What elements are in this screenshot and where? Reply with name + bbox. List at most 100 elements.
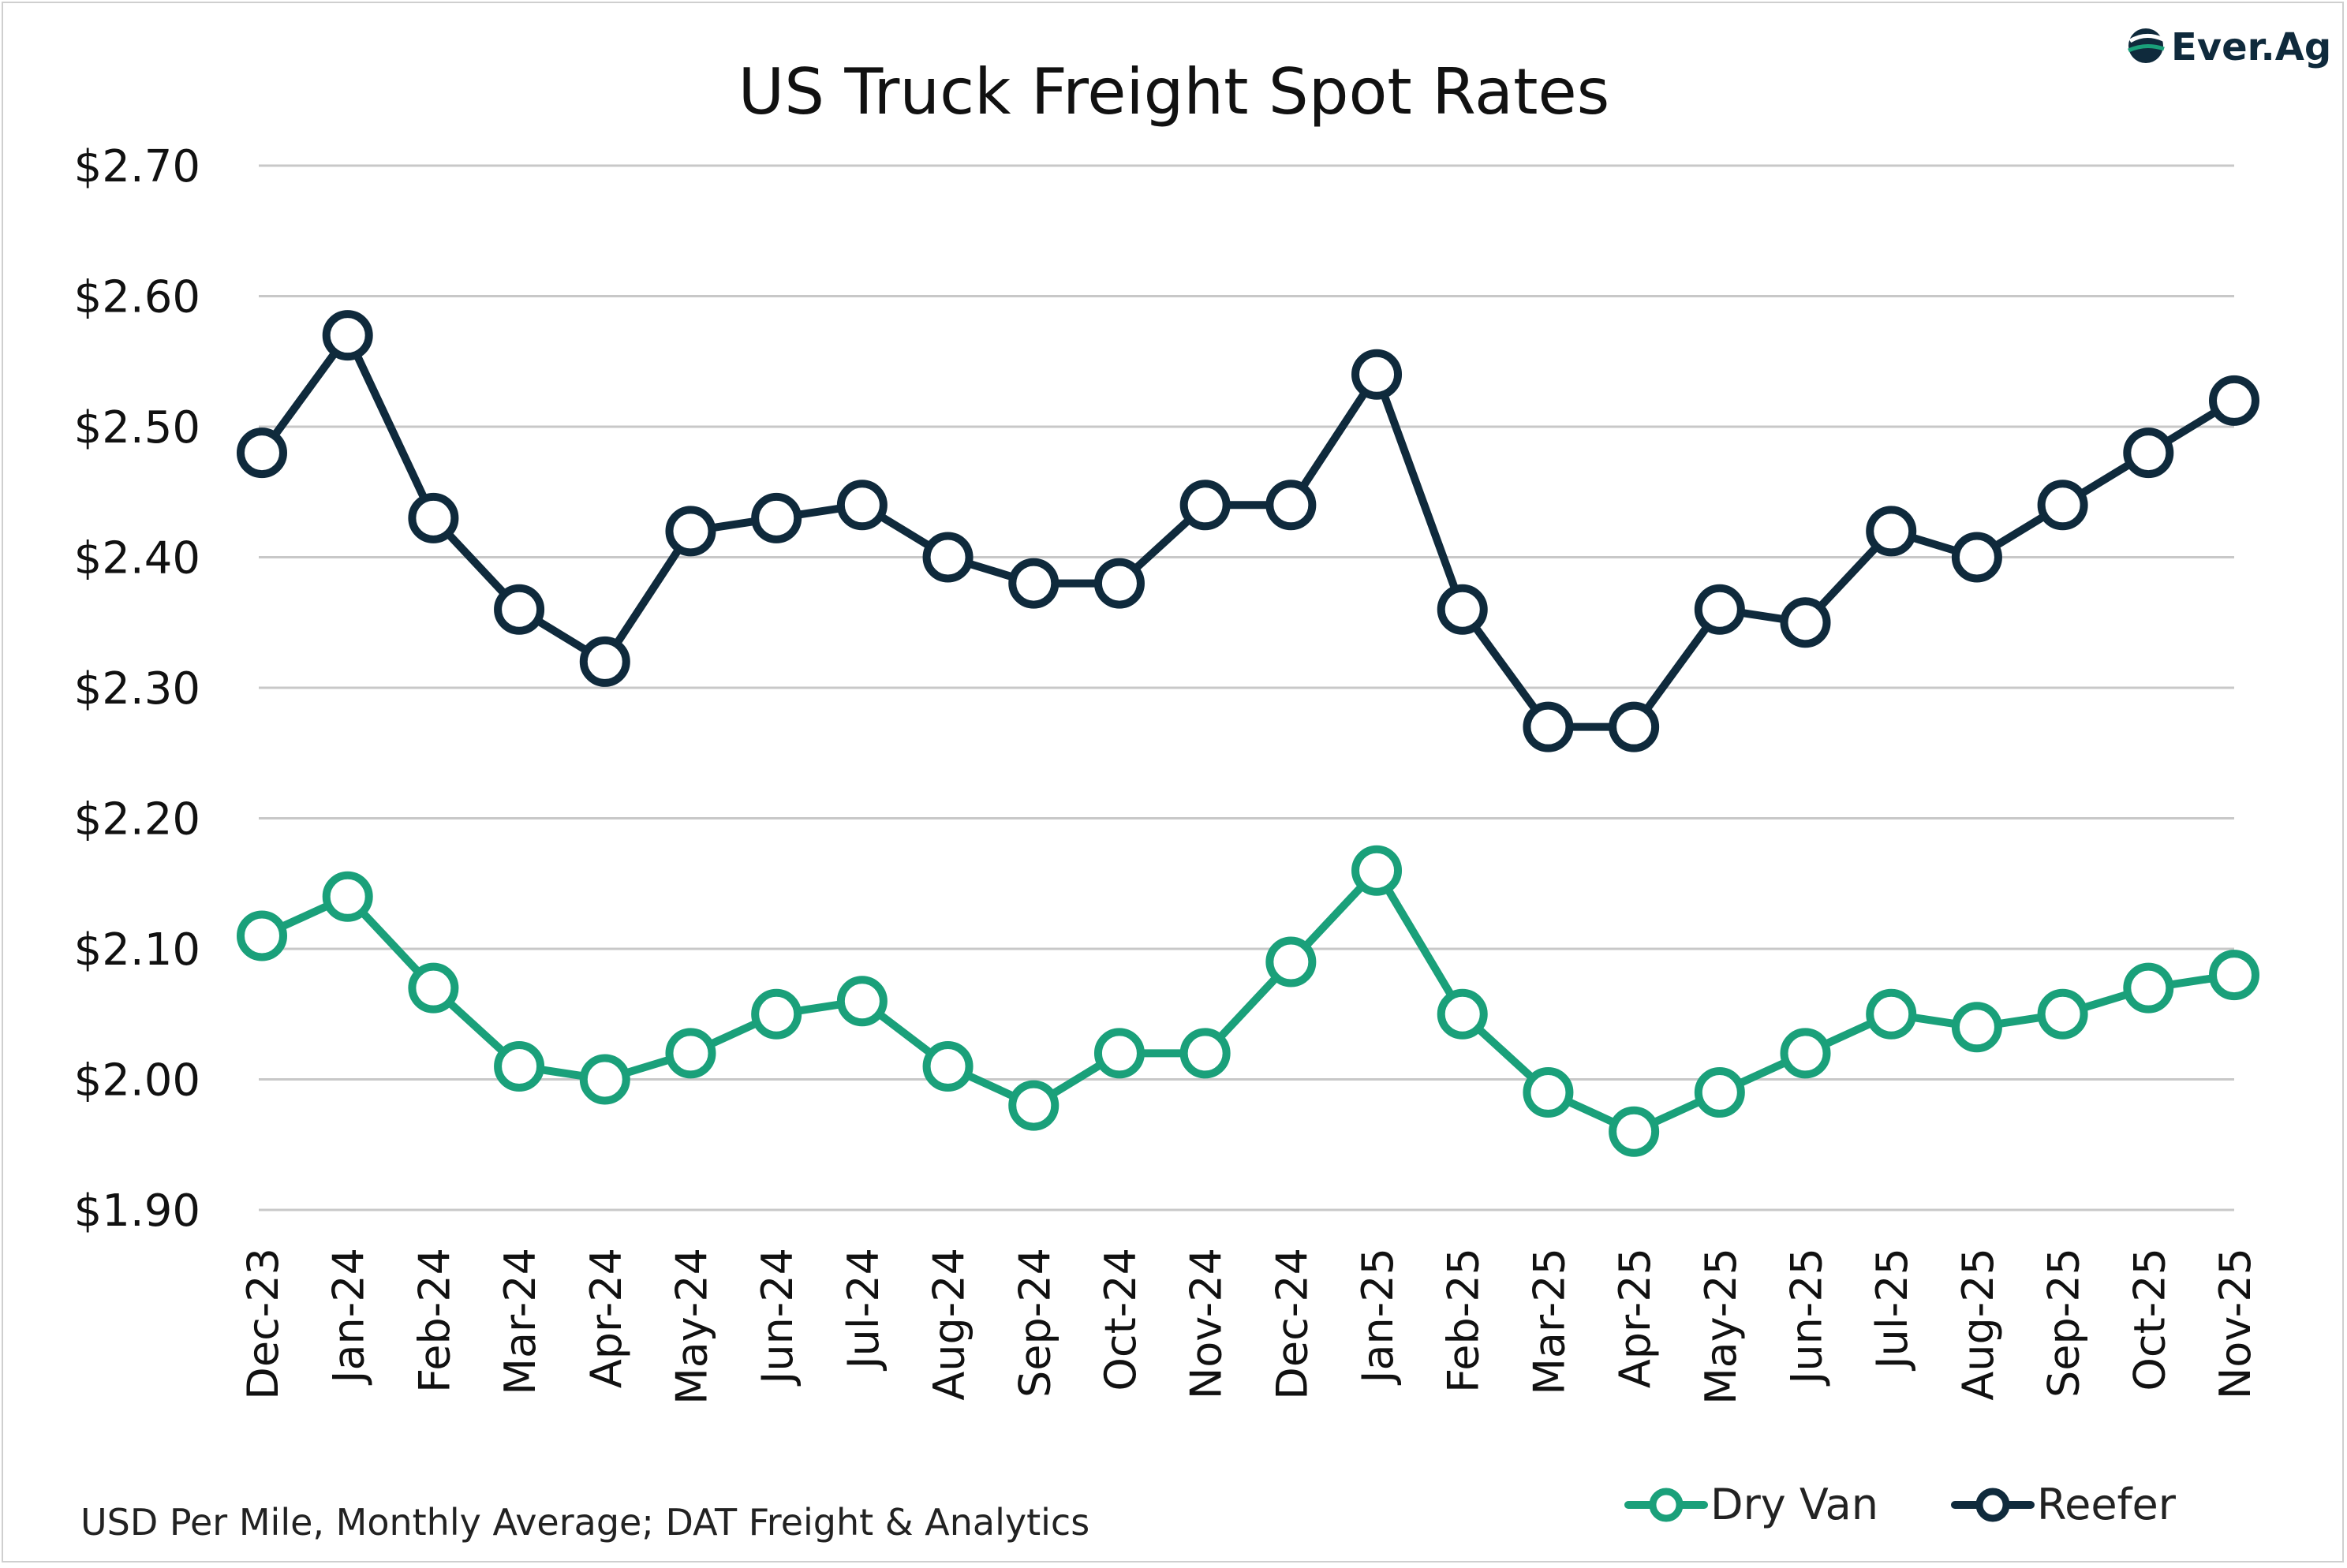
data-point-dry-van xyxy=(579,1054,630,1105)
data-point-reefer xyxy=(1951,532,2002,583)
series-reefer xyxy=(237,310,2259,752)
data-point-reefer xyxy=(1093,558,1145,609)
data-point-reefer xyxy=(922,532,974,583)
data-point-reefer xyxy=(1265,480,1317,531)
data-point-dry-van xyxy=(1351,845,1403,896)
data-point-reefer xyxy=(1008,558,1060,609)
data-point-reefer xyxy=(237,427,287,479)
x-tick-label: Jun-25 xyxy=(1782,1248,1832,1387)
x-tick-label: Nov-24 xyxy=(1182,1248,1231,1399)
data-point-reefer xyxy=(494,584,545,635)
x-tick-label: Oct-25 xyxy=(2125,1248,2174,1391)
x-tick-label: Dec-24 xyxy=(1267,1248,1317,1400)
x-tick-label: Dec-23 xyxy=(238,1248,288,1400)
data-point-reefer xyxy=(1609,701,1660,752)
data-point-dry-van xyxy=(1179,1028,1231,1079)
x-tick-label: May-24 xyxy=(667,1248,716,1405)
y-tick-label: $2.50 xyxy=(74,402,200,454)
legend-item-dry-van: Dry Van xyxy=(1624,1480,1878,1529)
data-point-reefer xyxy=(408,492,459,543)
data-point-reefer xyxy=(1437,584,1488,635)
data-point-dry-van xyxy=(1265,936,1317,987)
data-point-reefer xyxy=(1351,349,1403,400)
y-axis-ticks: $1.90 $2.00 $2.10 $2.20 $2.30 $2.40 $2.50 $2.60… xyxy=(74,141,200,1237)
x-tick-label: Apr-25 xyxy=(1610,1248,1660,1388)
series-line-reefer xyxy=(258,331,2238,731)
data-point-dry-van xyxy=(237,910,287,961)
y-tick-label: $2.10 xyxy=(74,924,200,976)
x-tick-label: Jul-24 xyxy=(839,1248,888,1371)
data-point-dry-van xyxy=(751,988,802,1040)
x-tick-label: Feb-24 xyxy=(409,1248,459,1393)
data-point-reefer xyxy=(1523,701,1574,752)
gridlines xyxy=(259,164,2234,1211)
y-tick-label: $2.60 xyxy=(74,272,200,323)
data-point-dry-van xyxy=(1008,1080,1060,1131)
data-point-dry-van xyxy=(2123,962,2174,1014)
data-point-reefer xyxy=(2123,427,2174,479)
x-tick-label: Sep-25 xyxy=(2039,1248,2089,1398)
data-point-dry-van xyxy=(494,1040,545,1092)
legend: Dry Van Reefer xyxy=(1624,1480,2177,1529)
y-tick-label: $2.00 xyxy=(74,1055,200,1107)
x-tick-label: Jan-25 xyxy=(1353,1248,1403,1385)
legend-label: Reefer xyxy=(2037,1480,2177,1529)
x-tick-label: Feb-25 xyxy=(1439,1248,1489,1393)
x-tick-label: Mar-25 xyxy=(1524,1248,1574,1395)
data-point-reefer xyxy=(322,310,373,361)
x-tick-label: Apr-24 xyxy=(581,1248,631,1388)
data-point-dry-van xyxy=(2209,950,2259,1001)
x-axis-ticks: Dec-23 Jan-24 Feb-24 Mar-24 Apr-24 May-24 Jun-… xyxy=(238,1248,2260,1405)
x-tick-label: Jul-25 xyxy=(1867,1248,1917,1371)
legend-label: Dry Van xyxy=(1710,1480,1878,1529)
data-point-reefer xyxy=(1866,506,1917,557)
data-point-reefer xyxy=(1694,584,1745,635)
data-point-reefer xyxy=(751,492,802,543)
y-tick-label: $2.40 xyxy=(74,533,200,584)
data-point-dry-van xyxy=(665,1028,716,1079)
source-note: USD Per Mile, Monthly Average; DAT Freig… xyxy=(80,1501,1089,1544)
data-point-dry-van xyxy=(1609,1106,1660,1157)
x-tick-label: Aug-25 xyxy=(1953,1248,2003,1401)
data-point-dry-van xyxy=(408,962,459,1014)
logo-text: Ever.Ag xyxy=(2171,25,2331,69)
data-point-dry-van xyxy=(2037,988,2088,1040)
y-tick-label: $2.20 xyxy=(74,794,200,846)
x-tick-label: Mar-24 xyxy=(495,1248,545,1395)
chart-title: US Truck Freight Spot Rates xyxy=(738,55,1610,129)
ever-ag-logo: Ever.Ag xyxy=(2127,25,2331,69)
data-point-reefer xyxy=(665,506,716,557)
data-point-dry-van xyxy=(1694,1067,1745,1118)
data-point-dry-van xyxy=(1780,1028,1831,1079)
data-point-dry-van xyxy=(922,1040,974,1092)
data-point-reefer xyxy=(2209,375,2259,426)
series-layer xyxy=(237,310,2259,1157)
x-tick-label: Jun-24 xyxy=(753,1248,802,1387)
x-tick-label: Jan-24 xyxy=(324,1248,374,1385)
data-point-dry-van xyxy=(1523,1067,1574,1118)
series-dry-van xyxy=(237,845,2259,1157)
x-tick-label: Sep-24 xyxy=(1010,1248,1060,1398)
legend-swatch-marker xyxy=(1649,1488,1684,1522)
line-chart: US Truck Freight Spot Rates Ever.Ag $1.9… xyxy=(74,25,2332,1544)
y-tick-label: $1.90 xyxy=(74,1185,200,1237)
x-tick-label: Oct-24 xyxy=(1096,1248,1145,1391)
data-point-reefer xyxy=(1780,597,1831,648)
series-line-dry-van xyxy=(258,866,2238,1136)
data-point-reefer xyxy=(1179,480,1231,531)
data-point-reefer xyxy=(2037,480,2088,531)
data-point-dry-van xyxy=(1951,1002,2002,1053)
y-tick-label: $2.70 xyxy=(74,141,200,192)
data-point-dry-van xyxy=(836,976,888,1027)
data-point-dry-van xyxy=(322,871,373,922)
x-tick-label: Aug-24 xyxy=(925,1248,974,1401)
legend-item-reefer: Reefer xyxy=(1951,1480,2177,1529)
data-point-dry-van xyxy=(1866,988,1917,1040)
legend-swatch-marker xyxy=(1975,1488,2010,1522)
x-tick-label: Nov-25 xyxy=(2211,1248,2260,1399)
data-point-dry-van xyxy=(1093,1028,1145,1079)
data-point-reefer xyxy=(579,636,630,687)
y-tick-label: $2.30 xyxy=(74,663,200,715)
data-point-dry-van xyxy=(1437,988,1488,1040)
